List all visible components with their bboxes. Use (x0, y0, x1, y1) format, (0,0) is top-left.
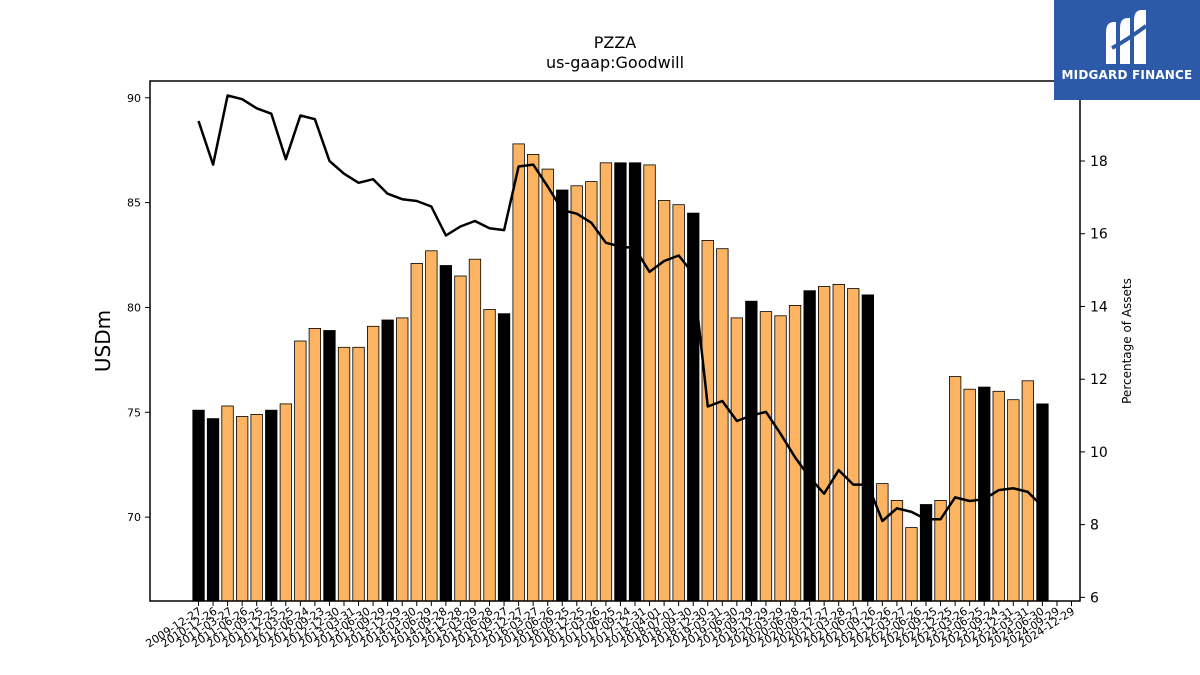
bar (818, 286, 831, 602)
bar-series (192, 143, 1049, 602)
bar (221, 405, 234, 602)
bar (628, 162, 642, 602)
bar (1007, 399, 1020, 602)
bar (861, 294, 874, 602)
y-tick-label: 80 (127, 301, 141, 314)
bar (250, 413, 263, 602)
bar (599, 162, 613, 602)
y-axis-right: 6 8 10 12 14 16 18 (1080, 154, 1108, 606)
bar (410, 262, 423, 602)
bar (890, 499, 904, 602)
y2-tick-label: 10 (1090, 445, 1108, 461)
percentage-of-assets-line (197, 94, 1044, 523)
bar (439, 265, 453, 602)
line-series (197, 94, 1044, 523)
midgard-logo-icon (1106, 10, 1148, 64)
bar (745, 300, 758, 602)
chart-title: PZZA (594, 33, 637, 52)
bar (512, 143, 525, 602)
bar (308, 327, 322, 602)
bar (759, 311, 773, 602)
plot-frame (149, 80, 1081, 602)
bar (323, 330, 336, 602)
y2-tick-label: 6 (1090, 590, 1099, 606)
y2-tick-label: 16 (1090, 227, 1108, 243)
bar (468, 258, 482, 602)
bar (265, 409, 278, 602)
bar (876, 483, 889, 602)
bar (788, 304, 802, 602)
y2-axis-label: Percentage of Assets (1120, 278, 1134, 404)
bar (803, 290, 816, 602)
bar (774, 315, 787, 602)
bar (483, 309, 496, 602)
y2-tick-label: 12 (1090, 372, 1108, 388)
brand-logo: MIDGARD FINANCE (1054, 0, 1200, 100)
bar (366, 325, 380, 602)
bar (905, 527, 918, 602)
bar (643, 164, 656, 602)
bar (206, 418, 220, 602)
bar (832, 283, 845, 602)
bar (497, 313, 511, 602)
y-axis-label: USDm (91, 310, 115, 372)
bar (949, 376, 962, 602)
bar (192, 409, 205, 602)
bar (337, 346, 351, 602)
chart-subtitle: us-gaap:Goodwill (546, 53, 684, 72)
y2-tick-label: 8 (1090, 518, 1099, 534)
y2-tick-label: 14 (1090, 299, 1108, 315)
bar (701, 239, 714, 602)
bar (716, 248, 729, 602)
bar (934, 499, 947, 602)
bar (279, 403, 293, 602)
bar (381, 319, 394, 602)
y-tick-label: 75 (127, 406, 141, 419)
bar (570, 185, 583, 602)
bar (992, 390, 1005, 602)
y-axis-left: 70 75 80 85 90 (127, 92, 150, 524)
bar (396, 317, 409, 602)
bar (454, 275, 467, 602)
bar (425, 250, 438, 602)
bar (847, 288, 860, 602)
bar (963, 388, 976, 602)
logo-text: MIDGARD FINANCE (1061, 68, 1193, 82)
bar (614, 162, 627, 602)
bar (556, 189, 569, 602)
y2-tick-label: 18 (1090, 154, 1108, 170)
bar (672, 204, 685, 602)
y-tick-label: 70 (127, 511, 141, 524)
bar (730, 317, 743, 602)
bar (235, 416, 249, 602)
bar (541, 168, 554, 602)
bar (978, 386, 991, 602)
bar (527, 153, 540, 602)
y-tick-label: 90 (127, 92, 141, 105)
bar (585, 181, 598, 602)
y-tick-label: 85 (127, 197, 141, 210)
bar (294, 340, 307, 602)
x-axis: 2009-12-272010-12-262011-03-272011-06-26… (143, 601, 1077, 650)
bar (352, 346, 365, 602)
bar (687, 212, 700, 602)
